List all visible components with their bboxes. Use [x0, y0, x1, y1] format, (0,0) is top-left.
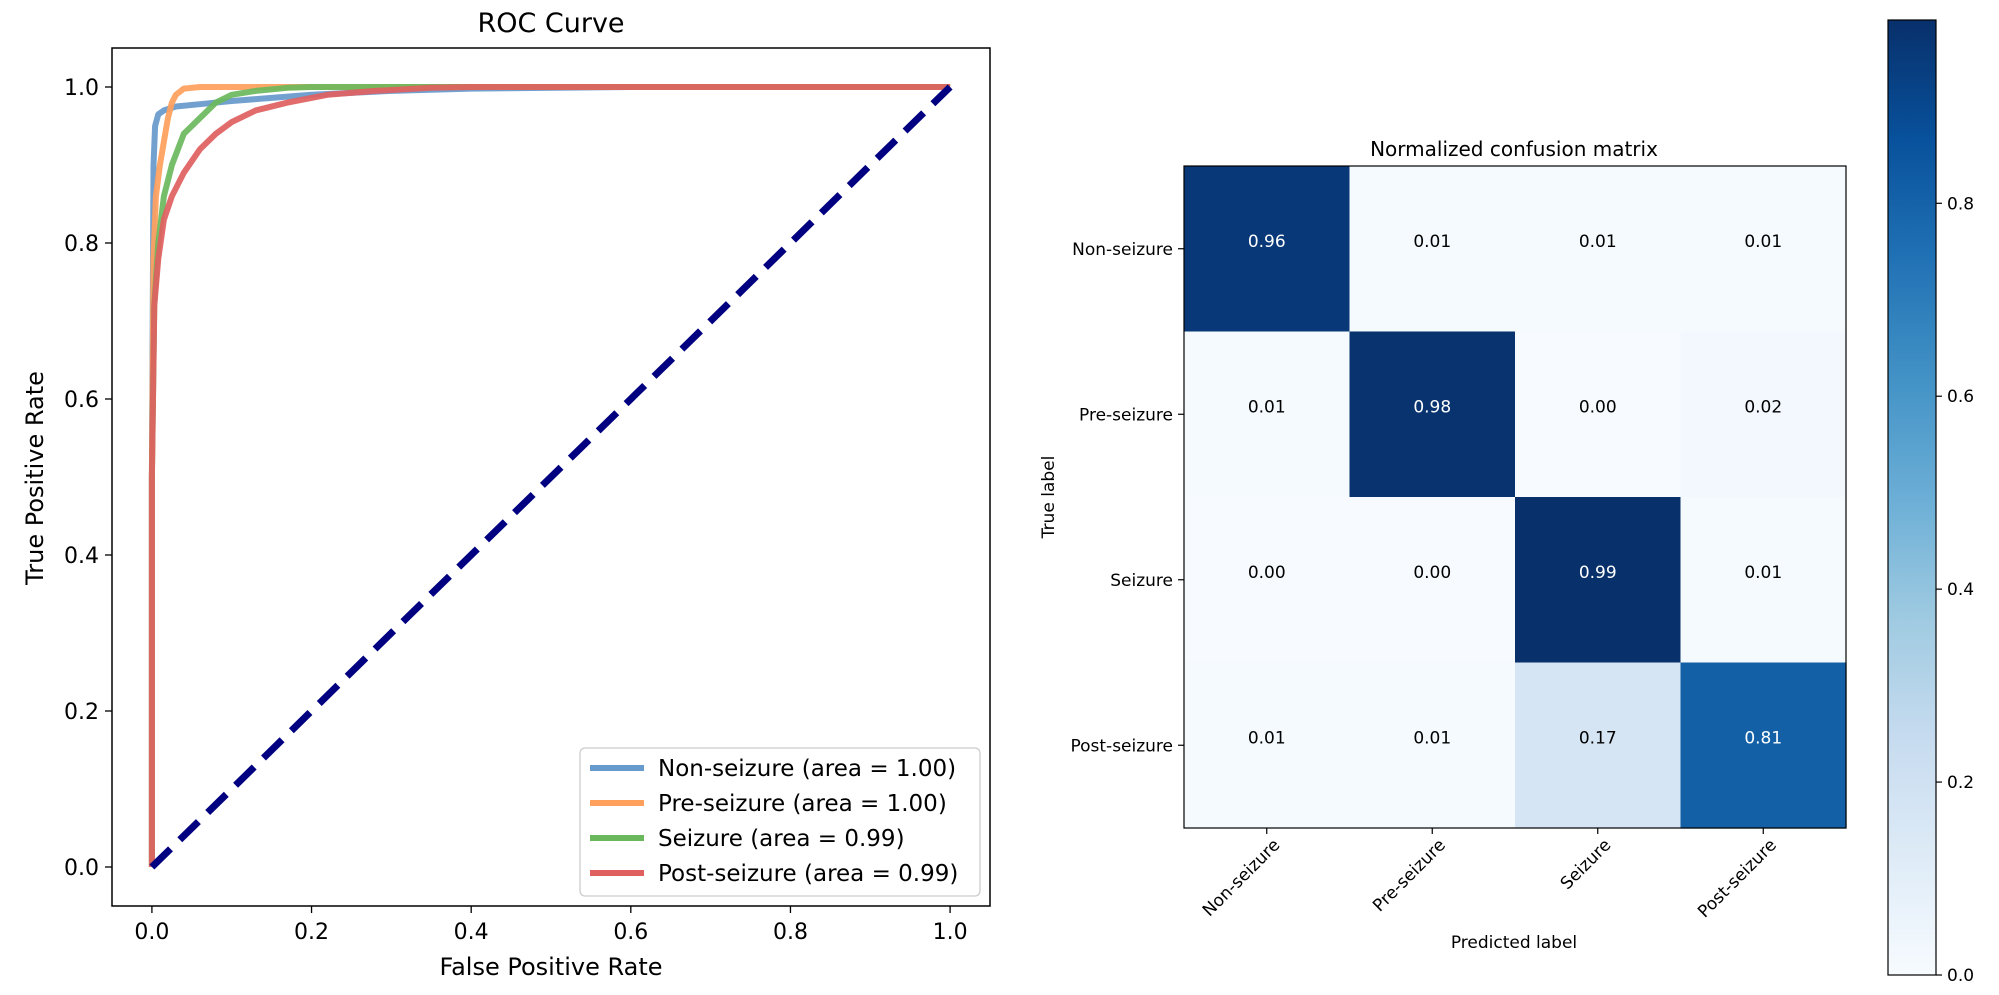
cm-y-tick-label: Non-seizure	[1072, 240, 1173, 260]
cm-cell	[1515, 497, 1682, 664]
cm-cell	[1515, 166, 1682, 333]
cm-x-tick-label: Seizure	[1557, 835, 1616, 894]
cm-cell-value: 0.02	[1744, 397, 1782, 417]
cm-frame	[1183, 165, 1847, 829]
cm-cell-value: 0.01	[1248, 728, 1286, 748]
roc-title: ROC Curve	[477, 8, 624, 39]
roc-legend-label: Pre-seizure (area = 1.00)	[658, 791, 947, 817]
confusion-matrix-chart: Normalized confusion matrix Predicted la…	[1039, 137, 1847, 953]
roc-y-tick-label: 0.8	[64, 232, 99, 257]
cm-cell-value: 0.01	[1413, 232, 1451, 252]
cm-cell	[1680, 497, 1847, 664]
cm-cell-value: 0.01	[1248, 397, 1286, 417]
cm-y-tick-label: Post-seizure	[1070, 736, 1173, 756]
cm-x-tick-label: Pre-seizure	[1369, 835, 1450, 916]
cm-cell-value: 0.81	[1744, 728, 1782, 748]
cm-cell	[1184, 166, 1351, 333]
colorbar-tick-label: 0.2	[1947, 773, 1974, 793]
cm-cell	[1680, 331, 1847, 498]
cm-cell-value: 0.00	[1413, 563, 1451, 583]
roc-legend-label: Post-seizure (area = 0.99)	[658, 861, 958, 887]
cm-cell	[1680, 166, 1847, 333]
cm-cell	[1515, 331, 1682, 498]
roc-x-axis-label: False Positive Rate	[439, 953, 662, 981]
cm-cell	[1184, 497, 1351, 664]
colorbar-gradient	[1887, 19, 1937, 976]
roc-chance-line	[149, 84, 953, 870]
cm-y-tick-label: Pre-seizure	[1079, 405, 1173, 425]
cm-y-axis-label: True label	[1039, 456, 1059, 540]
cm-cell	[1184, 662, 1351, 829]
cm-cell-value: 0.01	[1579, 232, 1617, 252]
cm-title: Normalized confusion matrix	[1370, 137, 1658, 161]
roc-x-tick-label: 0.6	[613, 920, 648, 945]
roc-x-tick-label: 1.0	[933, 920, 968, 945]
roc-legend-box	[579, 747, 981, 897]
roc-y-axis-label: True Positive Rate	[21, 371, 49, 586]
roc-series-line-4	[148, 84, 951, 867]
roc-plot-frame	[111, 47, 991, 907]
colorbar-tick-label: 0.8	[1947, 194, 1974, 214]
cm-cell-value: 0.99	[1579, 563, 1617, 583]
cm-cell-value: 0.01	[1413, 728, 1451, 748]
cm-cell-value: 0.01	[1744, 563, 1782, 583]
roc-x-tick-label: 0.8	[773, 920, 808, 945]
roc-legend-label: Non-seizure (area = 1.00)	[658, 756, 956, 782]
cm-x-axis-label: Predicted label	[1451, 933, 1577, 953]
cm-cell	[1515, 662, 1682, 829]
colorbar-tick-label: 0.0	[1947, 966, 1974, 986]
roc-y-tick-label: 0.2	[64, 700, 99, 725]
colorbar-tick-label: 0.6	[1947, 387, 1974, 407]
cm-cell	[1349, 166, 1516, 333]
cm-cell	[1349, 497, 1516, 664]
cm-cell	[1184, 331, 1351, 498]
cm-cell	[1349, 662, 1516, 829]
cm-cell-value: 0.96	[1248, 232, 1286, 252]
roc-x-tick-label: 0.4	[454, 920, 489, 945]
roc-chart: ROC Curve False Positive Rate True Posit…	[21, 8, 991, 981]
cm-cell-value: 0.00	[1579, 397, 1617, 417]
roc-legend-label: Seizure (area = 0.99)	[658, 826, 905, 852]
cm-x-tick-label: Post-seizure	[1694, 835, 1781, 922]
cm-cell	[1349, 331, 1516, 498]
cm-cell-value: 0.98	[1413, 397, 1451, 417]
roc-x-tick-label: 0.0	[134, 920, 169, 945]
roc-y-tick-label: 0.4	[64, 544, 99, 569]
roc-x-tick-label: 0.2	[294, 920, 329, 945]
roc-y-tick-label: 0.0	[64, 856, 99, 881]
cm-cell-value: 0.00	[1248, 563, 1286, 583]
roc-series-line-2	[148, 84, 951, 867]
cm-x-tick-label: Non-seizure	[1199, 835, 1284, 920]
roc-y-tick-label: 1.0	[64, 76, 99, 101]
roc-y-tick-label: 0.6	[64, 388, 99, 413]
cm-cell-value: 0.17	[1579, 728, 1617, 748]
colorbar-tick-label: 0.4	[1947, 580, 1974, 600]
cm-cell-value: 0.01	[1744, 232, 1782, 252]
cm-cell	[1680, 662, 1847, 829]
colorbar: 0.0 0.2 0.4 0.6 0.8	[1887, 19, 1974, 986]
cm-y-tick-label: Seizure	[1110, 571, 1173, 591]
